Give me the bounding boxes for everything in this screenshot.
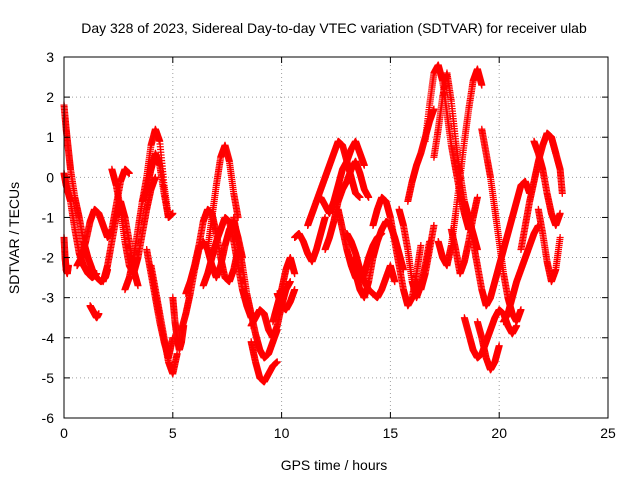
data-point (93, 270, 101, 278)
data-point (169, 209, 177, 217)
chart-title: Day 328 of 2023, Sidereal Day-to-day VTE… (81, 20, 587, 36)
data-point (64, 262, 72, 270)
data-point (125, 169, 133, 177)
data-point (134, 282, 142, 290)
series-sdtvar (60, 61, 566, 386)
data-point (151, 173, 159, 181)
data-points (60, 61, 566, 386)
data-point (95, 310, 103, 318)
